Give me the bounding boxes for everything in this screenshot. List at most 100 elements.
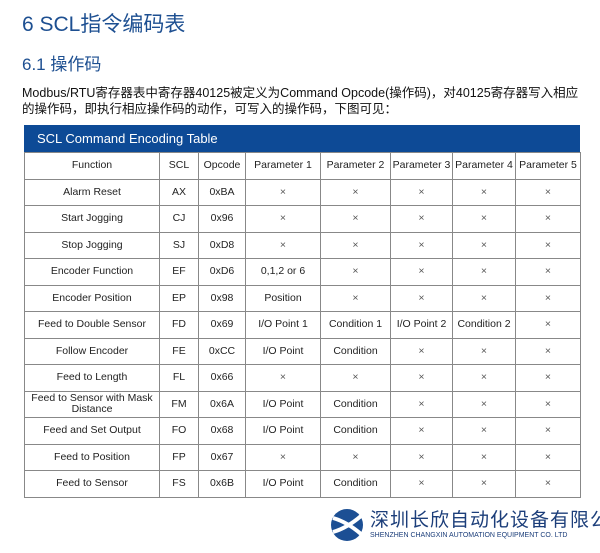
table-cell: × <box>452 443 516 471</box>
table-cell: × <box>390 178 453 206</box>
table-cell: × <box>452 337 516 365</box>
table-cell: × <box>390 364 453 392</box>
table-cell: × <box>390 337 453 365</box>
table-row: Feed and Set Output FO 0x68 I/O Point Condit… <box>24 417 581 445</box>
table-cell: FO <box>159 417 199 445</box>
table-cell: 0x69 <box>198 311 246 339</box>
table-cell: I/O Point <box>245 337 321 365</box>
table-cell: 0x6A <box>198 390 246 418</box>
table-cell: FL <box>159 364 199 392</box>
table-cell: I/O Point <box>245 470 321 498</box>
table-cell: 0x66 <box>198 364 246 392</box>
table-cell: × <box>245 364 321 392</box>
table-cell: I/O Point <box>245 417 321 445</box>
table-cell: × <box>452 284 516 312</box>
table-cell: EP <box>159 284 199 312</box>
table-row: Feed to Sensor with Mask Distance FM 0x6A I… <box>24 390 581 418</box>
table-cell: FE <box>159 337 199 365</box>
scl-command-table: SCL Command Encoding Table Function SCL Op… <box>24 125 581 498</box>
company-logo-icon <box>331 509 363 541</box>
table-cell: × <box>452 205 516 233</box>
table-cell: 0xD6 <box>198 258 246 286</box>
table-cell: Condition <box>320 417 391 445</box>
table-cell: × <box>452 470 516 498</box>
intro-paragraph: Modbus/RTU寄存器表中寄存器40125被定义为Command Opcod… <box>22 86 579 116</box>
table-cell: × <box>245 231 321 259</box>
table-row: Start Jogging CJ 0x96 × × × × × <box>24 205 581 233</box>
table-cell: × <box>390 470 453 498</box>
table-cell: Encoder Function <box>24 258 160 286</box>
table-cell: FM <box>159 390 199 418</box>
table-cell: × <box>245 178 321 206</box>
subsection-heading: 6.1 操作码 <box>22 55 102 74</box>
table-row: Feed to Length FL 0x66 × × × × × <box>24 364 581 392</box>
table-cell: × <box>452 390 516 418</box>
company-watermark: 深圳长欣自动化设备有限公司 SHENZHEN CHANGXIN AUTOMATI… <box>322 503 600 547</box>
column-header: Opcode <box>198 152 246 180</box>
table-cell: × <box>320 258 391 286</box>
table-row: Stop Jogging SJ 0xD8 × × × × × <box>24 231 581 259</box>
table-row: Feed to Position FP 0x67 × × × × × <box>24 443 581 471</box>
table-cell: Feed to Double Sensor <box>24 311 160 339</box>
table-cell: × <box>452 231 516 259</box>
table-cell: × <box>452 258 516 286</box>
table-row: Feed to Sensor FS 0x6B I/O Point Condition × ×… <box>24 470 581 498</box>
table-cell: × <box>515 443 581 471</box>
company-name-cn: 深圳长欣自动化设备有限公司 <box>370 510 600 531</box>
table-caption: SCL Command Encoding Table <box>24 125 580 152</box>
table-cell: FS <box>159 470 199 498</box>
table-cell: × <box>515 311 581 339</box>
table-row: Encoder Position EP 0x98 Position × × × × <box>24 284 581 312</box>
table-cell: 0,1,2 or 6 <box>245 258 321 286</box>
table-cell: × <box>320 364 391 392</box>
table-cell: × <box>320 231 391 259</box>
table-cell: × <box>390 205 453 233</box>
table-cell: Alarm Reset <box>24 178 160 206</box>
table-cell: × <box>320 178 391 206</box>
column-header: Parameter 4 <box>452 152 516 180</box>
table-cell: 0x68 <box>198 417 246 445</box>
column-header: Parameter 3 <box>390 152 453 180</box>
table-cell: 0x67 <box>198 443 246 471</box>
table-cell: Feed to Position <box>24 443 160 471</box>
table-cell: Start Jogging <box>24 205 160 233</box>
table-cell: SJ <box>159 231 199 259</box>
table-cell: × <box>515 417 581 445</box>
table-cell: 0x6B <box>198 470 246 498</box>
table-cell: × <box>320 284 391 312</box>
table-cell: I/O Point 2 <box>390 311 453 339</box>
table-cell: × <box>390 231 453 259</box>
table-cell: × <box>452 364 516 392</box>
table-cell: × <box>245 443 321 471</box>
table-cell: × <box>515 470 581 498</box>
column-header: SCL <box>159 152 199 180</box>
section-heading: 6 SCL指令编码表 <box>22 13 186 36</box>
table-cell: 0xD8 <box>198 231 246 259</box>
table-cell: 0x96 <box>198 205 246 233</box>
table-cell: 0xCC <box>198 337 246 365</box>
table-row: Feed to Double Sensor FD 0x69 I/O Point 1 Co… <box>24 311 581 339</box>
table-cell: 0x98 <box>198 284 246 312</box>
table-cell: Feed to Length <box>24 364 160 392</box>
table-cell: Feed and Set Output <box>24 417 160 445</box>
column-header: Parameter 2 <box>320 152 391 180</box>
table-cell: Encoder Position <box>24 284 160 312</box>
table-cell: Stop Jogging <box>24 231 160 259</box>
table-cell: Follow Encoder <box>24 337 160 365</box>
table-cell: Condition 2 <box>452 311 516 339</box>
table-cell: × <box>390 284 453 312</box>
table-cell: × <box>452 417 516 445</box>
table-cell: Condition <box>320 470 391 498</box>
column-header: Parameter 1 <box>245 152 321 180</box>
table-cell: × <box>515 390 581 418</box>
table-cell: × <box>390 390 453 418</box>
table-cell: × <box>515 258 581 286</box>
table-row: Follow Encoder FE 0xCC I/O Point Condition × ×… <box>24 337 581 365</box>
table-cell: Condition 1 <box>320 311 391 339</box>
table-cell: CJ <box>159 205 199 233</box>
table-cell: × <box>515 205 581 233</box>
table-cell: × <box>515 337 581 365</box>
company-name-en: SHENZHEN CHANGXIN AUTOMATION EQUIPMENT C… <box>370 532 568 539</box>
